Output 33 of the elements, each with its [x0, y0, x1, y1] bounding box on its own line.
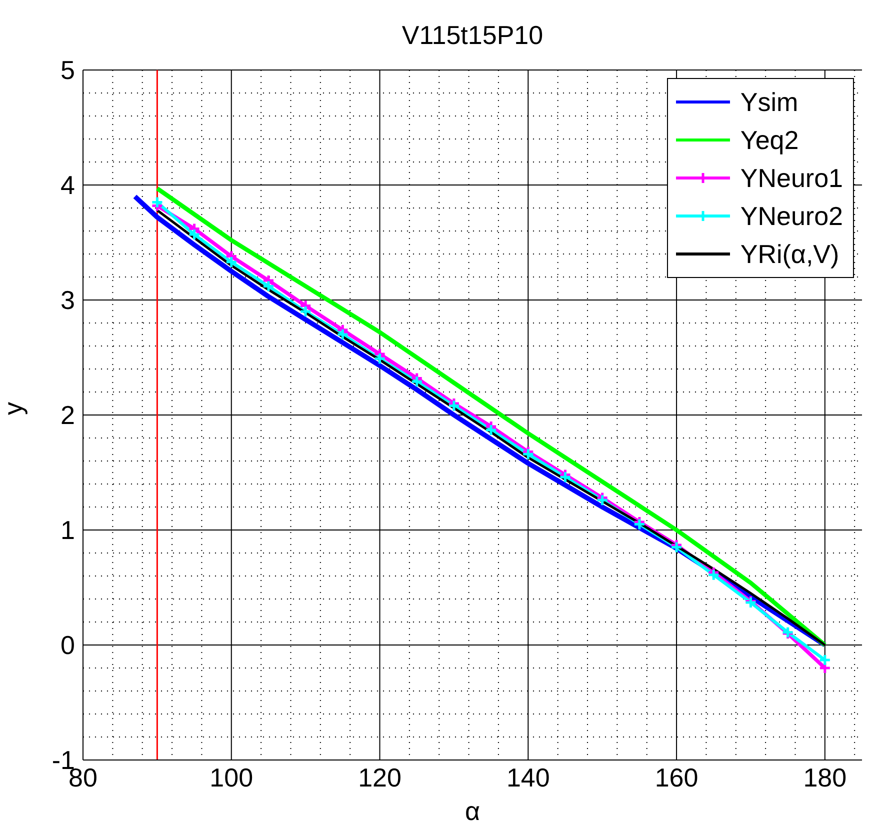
y-tick-label: 4 [60, 170, 75, 200]
x-tick-label: 180 [803, 762, 847, 792]
y-tick-label: 5 [60, 55, 75, 86]
legend-label: YRi(α,V) [740, 238, 840, 270]
legend-label: YNeuro2 [740, 200, 843, 232]
point [336, 328, 349, 341]
point [633, 518, 646, 530]
y-tick-label: 1 [60, 515, 75, 546]
y-tick-label: 2 [60, 400, 75, 430]
point [410, 375, 424, 388]
x-axis-title: α [464, 796, 480, 826]
x-tick-label: 100 [210, 762, 254, 792]
point [374, 352, 386, 365]
point [818, 654, 832, 666]
point [670, 541, 683, 554]
point [448, 400, 460, 412]
legend-label: Yeq2 [740, 124, 799, 156]
point [299, 305, 312, 318]
point [188, 228, 201, 241]
x-tick-label: 140 [506, 762, 550, 792]
y-tick-label: 0 [60, 630, 75, 660]
y-axis-title: y [0, 402, 28, 415]
x-tick-label: 120 [358, 762, 402, 792]
x-tick-label: 160 [654, 762, 698, 792]
point [484, 424, 498, 436]
legend-label: Ysim [740, 86, 798, 118]
point [707, 568, 720, 582]
point [225, 256, 238, 268]
y-tick-label: 3 [60, 285, 75, 316]
chart-title: V115t15P10 [400, 20, 544, 51]
legend-label: YNeuro1 [740, 162, 843, 194]
point [262, 280, 275, 292]
point [150, 196, 164, 208]
